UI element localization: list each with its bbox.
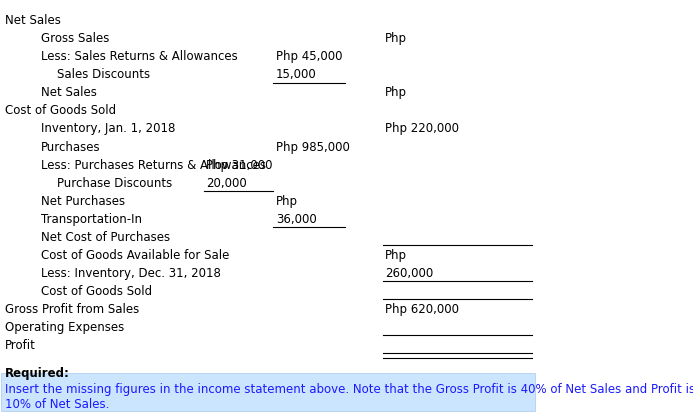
Text: 20,000: 20,000	[207, 177, 247, 190]
Text: Php 31,000: Php 31,000	[207, 159, 273, 172]
Text: Gross Profit from Sales: Gross Profit from Sales	[5, 303, 139, 316]
Text: Less: Inventory, Dec. 31, 2018: Less: Inventory, Dec. 31, 2018	[42, 267, 221, 280]
Text: Insert the missing figures in the income statement above. Note that the Gross Pr: Insert the missing figures in the income…	[5, 383, 693, 411]
Text: Cost of Goods Sold: Cost of Goods Sold	[42, 285, 152, 298]
Text: Net Sales: Net Sales	[42, 87, 97, 99]
Text: Php: Php	[276, 195, 298, 208]
Text: 15,000: 15,000	[276, 68, 317, 81]
Text: Cost of Goods Available for Sale: Cost of Goods Available for Sale	[42, 249, 229, 262]
Text: 36,000: 36,000	[276, 213, 317, 226]
Text: Php 220,000: Php 220,000	[385, 122, 459, 136]
Text: Php: Php	[385, 32, 407, 45]
Text: Net Sales: Net Sales	[5, 14, 61, 27]
Text: Php 620,000: Php 620,000	[385, 303, 459, 316]
Text: Profit: Profit	[5, 339, 36, 352]
Text: Less: Sales Returns & Allowances: Less: Sales Returns & Allowances	[42, 50, 238, 63]
Text: Inventory, Jan. 1, 2018: Inventory, Jan. 1, 2018	[42, 122, 175, 136]
Text: Transportation-In: Transportation-In	[42, 213, 142, 226]
Text: Php 985,000: Php 985,000	[276, 140, 350, 154]
Text: Gross Sales: Gross Sales	[42, 32, 109, 45]
Text: Sales Discounts: Sales Discounts	[58, 68, 150, 81]
Text: Less: Purchases Returns & Allowances: Less: Purchases Returns & Allowances	[42, 159, 266, 172]
Text: 260,000: 260,000	[385, 267, 434, 280]
Text: Net Cost of Purchases: Net Cost of Purchases	[42, 231, 170, 244]
Text: Php: Php	[385, 249, 407, 262]
Text: Cost of Goods Sold: Cost of Goods Sold	[5, 104, 116, 117]
Text: Operating Expenses: Operating Expenses	[5, 321, 124, 334]
Text: Purchase Discounts: Purchase Discounts	[58, 177, 173, 190]
Text: Php: Php	[385, 87, 407, 99]
Bar	[1, 373, 535, 411]
Text: Purchases: Purchases	[42, 140, 101, 154]
Text: Php 45,000: Php 45,000	[276, 50, 342, 63]
Text: Required:: Required:	[5, 367, 70, 380]
Text: Net Purchases: Net Purchases	[42, 195, 125, 208]
